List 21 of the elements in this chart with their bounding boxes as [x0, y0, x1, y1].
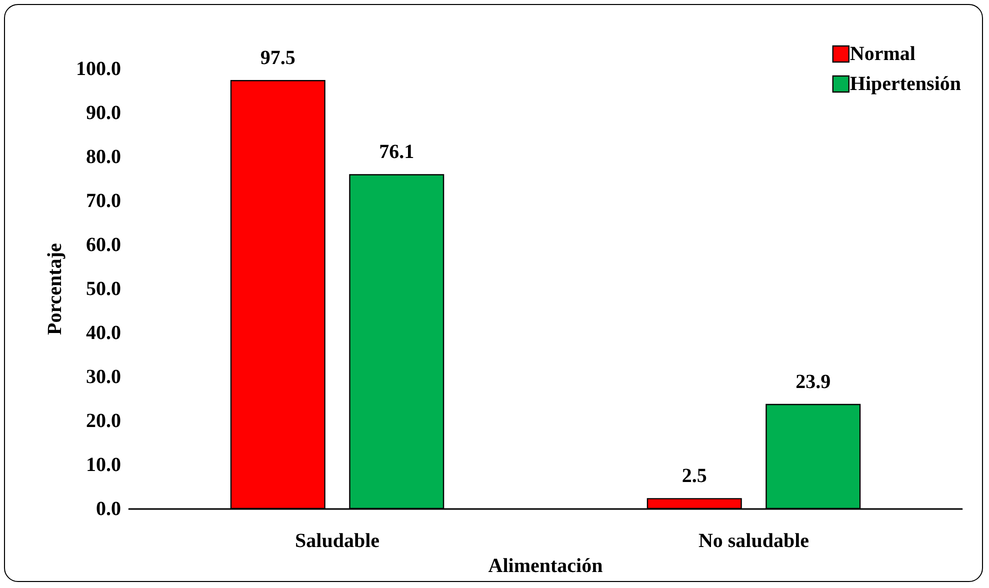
y-tick-label: 0.0	[96, 498, 121, 520]
y-axis-title: Porcentaje	[44, 243, 66, 335]
data-label: 23.9	[796, 370, 831, 393]
legend-label: Normal	[850, 43, 916, 65]
x-axis-title: Alimentación	[488, 555, 603, 577]
y-tick-label: 70.0	[86, 190, 121, 212]
x-tick-label: Saludable	[295, 530, 380, 552]
y-tick-label: 40.0	[86, 322, 121, 344]
y-tick-label: 60.0	[86, 234, 121, 256]
y-tick-label: 50.0	[86, 278, 121, 300]
y-tick-label: 80.0	[86, 146, 121, 168]
y-tick-label: 90.0	[86, 102, 121, 124]
y-tick-label: 30.0	[86, 366, 121, 388]
x-tick-label: No saludable	[698, 530, 810, 552]
y-tick-label: 20.0	[86, 410, 121, 432]
legend-label: Hipertensión	[850, 73, 962, 95]
y-tick-label: 100.0	[76, 58, 121, 80]
data-label: 2.5	[682, 465, 707, 488]
data-label: 76.1	[379, 141, 414, 164]
y-tick-label: 10.0	[86, 454, 121, 476]
data-label: 97.5	[260, 47, 296, 70]
